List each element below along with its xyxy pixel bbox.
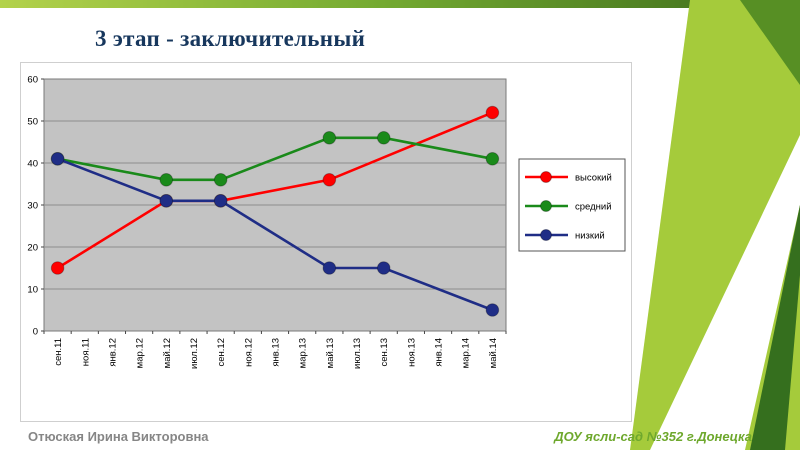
top-accent-bar xyxy=(0,0,762,8)
corner-decor-shapes xyxy=(630,0,800,450)
x-tick-label: сен.12 xyxy=(216,338,227,367)
x-tick-label: сен.11 xyxy=(53,338,64,366)
x-tick-label: ноя.11 xyxy=(80,338,91,366)
data-point-низкий xyxy=(322,261,337,275)
y-tick-label: 30 xyxy=(27,201,38,212)
y-tick-label: 50 xyxy=(27,117,38,128)
x-tick-label: май.14 xyxy=(488,338,499,368)
legend-marker xyxy=(540,171,552,183)
legend-marker xyxy=(540,229,552,241)
footer-author: Отюская Ирина Викторовна xyxy=(28,429,209,444)
x-tick-label: ноя.12 xyxy=(243,338,254,367)
slide-title: 3 этап - заключительный xyxy=(95,26,366,51)
top-accent-bar-fill xyxy=(0,0,762,8)
legend-label: средний xyxy=(575,202,612,213)
legend-label: низкий xyxy=(575,231,605,242)
x-tick-label: май.12 xyxy=(162,338,173,368)
legend-label: высокий xyxy=(575,173,612,184)
x-tick-label: июл.12 xyxy=(189,338,200,369)
y-tick-label: 20 xyxy=(27,243,38,254)
series-line-средний xyxy=(57,136,493,182)
data-point-средний xyxy=(159,173,174,187)
series-line-низкий xyxy=(57,157,493,312)
decor-white-stripe xyxy=(650,135,800,450)
data-point-низкий xyxy=(376,261,391,275)
data-point-высокий xyxy=(485,105,500,120)
x-tick-label: сен.13 xyxy=(379,338,390,367)
decor-corner-triangle xyxy=(740,0,800,85)
y-tick-label: 0 xyxy=(33,327,38,338)
y-tick-label: 10 xyxy=(27,285,38,296)
data-point-средний xyxy=(213,173,228,187)
data-point-средний xyxy=(376,131,391,145)
data-point-средний xyxy=(322,131,337,145)
x-tick-label: янв.13 xyxy=(271,338,282,367)
legend-marker xyxy=(540,200,552,212)
chart-canvas: 0 10 20 30 40 50 60 сен.11 ноя.11 янв.12 мар.12 май… xyxy=(27,75,626,369)
x-tick-label: янв.12 xyxy=(107,338,118,367)
footer-institution: ДОУ ясли-сад №352 г.Донецка xyxy=(554,429,752,444)
data-point-высокий xyxy=(50,261,65,275)
line-chart: 0 10 20 30 40 50 60 сен.11 ноя.11 янв.12 мар.12 май… xyxy=(20,62,632,422)
data-point-низкий xyxy=(159,194,174,208)
data-point-низкий xyxy=(213,194,228,208)
y-tick-label: 60 xyxy=(27,75,38,86)
decor-dark-wedge xyxy=(750,205,800,450)
x-tick-label: мар.13 xyxy=(298,338,309,368)
x-tick-label: мар.12 xyxy=(135,338,146,368)
x-tick-label: июл.13 xyxy=(352,338,363,369)
data-point-низкий xyxy=(485,303,500,317)
x-tick-label: мар.14 xyxy=(461,338,472,368)
data-point-средний xyxy=(485,152,500,166)
y-tick-label: 40 xyxy=(27,159,38,170)
x-tick-label: янв.14 xyxy=(434,338,445,367)
x-tick-label: май.13 xyxy=(325,338,336,368)
x-tick-label: ноя.13 xyxy=(406,338,417,367)
data-point-низкий xyxy=(50,152,65,166)
data-point-высокий xyxy=(322,173,337,187)
